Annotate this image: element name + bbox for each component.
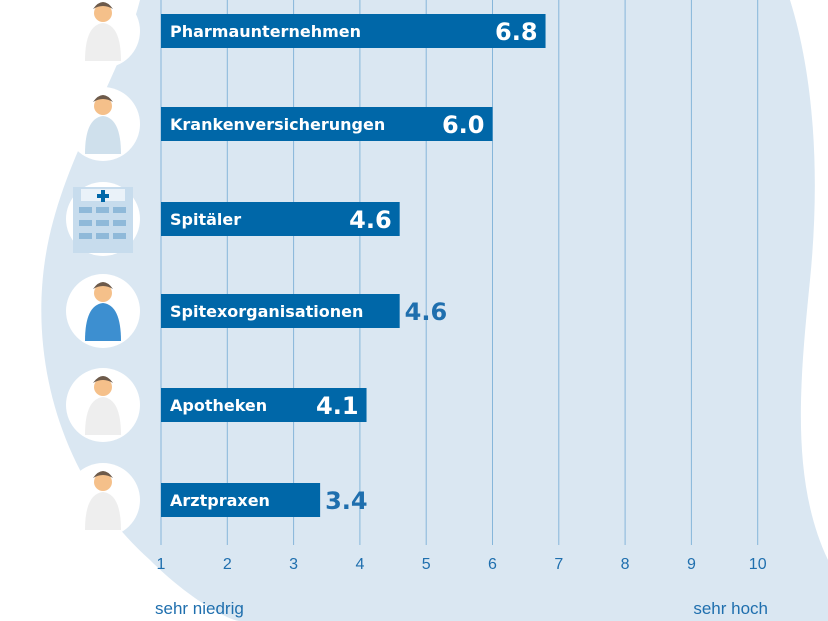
bar-category-label: Krankenversicherungen <box>170 115 385 134</box>
bar-value-label: 4.6 <box>349 206 392 234</box>
window <box>79 207 92 213</box>
bar-category-label: Arztpraxen <box>170 491 270 510</box>
x-tick-label: 9 <box>687 556 696 573</box>
hair <box>93 376 113 383</box>
bar-value-label: 3.4 <box>325 487 368 515</box>
scientist-icon <box>66 0 140 68</box>
cross <box>97 190 109 202</box>
x-tick-label: 3 <box>289 556 298 573</box>
head <box>94 4 112 22</box>
hair <box>93 282 113 289</box>
body <box>85 492 121 530</box>
bar <box>161 483 321 517</box>
window <box>96 233 109 239</box>
x-tick-label: 6 <box>488 556 497 573</box>
window <box>79 220 92 226</box>
bar-category-label: Pharmaunternehmen <box>170 22 361 41</box>
bar-value-label: 4.6 <box>405 298 448 326</box>
window <box>113 207 126 213</box>
bar <box>161 107 493 141</box>
x-tick-label: 2 <box>223 556 232 573</box>
bar-category-label: Spitexorganisationen <box>170 302 363 321</box>
x-label-low: sehr niedrig <box>155 599 244 618</box>
bar <box>161 202 400 236</box>
x-label-high: sehr hoch <box>693 599 768 618</box>
window <box>79 233 92 239</box>
body <box>85 397 121 435</box>
body <box>85 116 121 154</box>
bar-value-label: 4.1 <box>316 392 359 420</box>
bar <box>161 388 367 422</box>
head <box>94 97 112 115</box>
hair <box>93 471 113 478</box>
head <box>94 473 112 491</box>
x-tick-label: 1 <box>157 556 166 573</box>
x-tick-label: 8 <box>621 556 630 573</box>
doctor-icon <box>66 463 140 537</box>
head <box>94 378 112 396</box>
x-tick-label: 5 <box>422 556 431 573</box>
nurse-icon <box>66 274 140 348</box>
bar-value-label: 6.8 <box>495 18 538 46</box>
x-tick-label: 7 <box>554 556 563 573</box>
head <box>94 284 112 302</box>
bar-category-label: Apotheken <box>170 396 267 415</box>
woman-icon <box>66 87 140 161</box>
window <box>96 220 109 226</box>
pharmacist-icon <box>66 368 140 442</box>
hospital-icon <box>66 182 140 256</box>
body <box>85 23 121 61</box>
bar <box>161 14 546 48</box>
window <box>96 207 109 213</box>
bar-category-label: Spitäler <box>170 210 241 229</box>
body <box>85 303 121 341</box>
x-tick-label: 10 <box>749 556 767 573</box>
bar-value-label: 6.0 <box>442 111 485 139</box>
hair <box>93 95 113 102</box>
window <box>113 220 126 226</box>
hair <box>93 2 113 9</box>
window <box>113 233 126 239</box>
x-tick-label: 4 <box>355 556 364 573</box>
bar <box>161 294 400 328</box>
